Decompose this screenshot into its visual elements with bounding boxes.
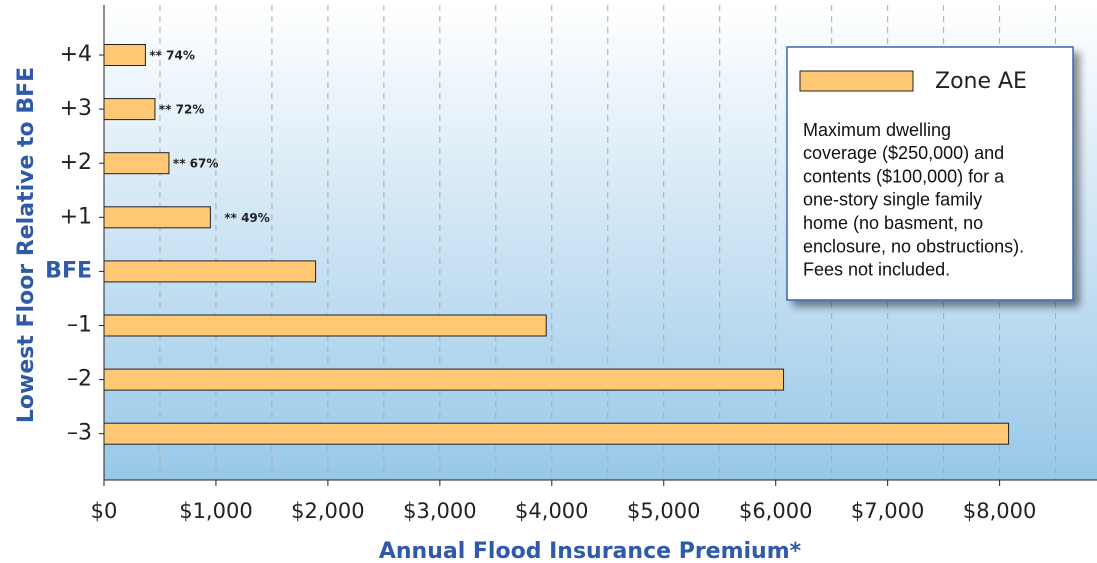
legend-label: Zone AE bbox=[935, 69, 1027, 94]
x-tick-label: $2,000 bbox=[291, 499, 364, 523]
bar bbox=[103, 152, 170, 175]
bar bbox=[103, 98, 156, 121]
y-axis-label: Lowest Floor Relative to BFE bbox=[14, 67, 39, 423]
legend-swatch bbox=[799, 70, 914, 92]
y-tick-label: +2 bbox=[60, 150, 92, 175]
legend-note-line: home (no basment, no bbox=[803, 213, 983, 233]
legend-note-line: contents ($100,000) for a bbox=[803, 166, 1005, 186]
y-tick-label: –1 bbox=[67, 313, 92, 338]
y-tick-label: +4 bbox=[60, 42, 92, 67]
bar-note: ** 74% bbox=[149, 49, 194, 63]
y-tick-label: +3 bbox=[60, 96, 92, 121]
bar bbox=[103, 44, 146, 66]
bar-note: ** 67% bbox=[173, 157, 218, 171]
x-tick-label: $0 bbox=[91, 499, 118, 523]
legend-note-line: one-story single family bbox=[803, 190, 982, 210]
x-axis-label: Annual Flood Insurance Premium* bbox=[379, 539, 802, 563]
bar bbox=[103, 422, 1010, 445]
x-tick-label: $4,000 bbox=[515, 499, 588, 523]
bar bbox=[103, 260, 317, 283]
bar-note: ** 72% bbox=[159, 103, 204, 117]
bar bbox=[103, 314, 547, 337]
y-tick-label: BFE bbox=[45, 258, 92, 283]
bar-note: ** 49% bbox=[224, 211, 269, 225]
legend-note-line: enclosure, no obstructions). bbox=[803, 236, 1024, 256]
legend-note-line: Fees not included. bbox=[803, 260, 950, 280]
x-tick-label: $5,000 bbox=[627, 499, 700, 523]
x-tick-label: $8,000 bbox=[963, 499, 1036, 523]
bar bbox=[103, 206, 211, 229]
x-tick-label: $6,000 bbox=[739, 499, 812, 523]
bar bbox=[103, 368, 785, 391]
y-tick-label: +1 bbox=[60, 204, 92, 229]
x-tick-label: $1,000 bbox=[179, 499, 252, 523]
legend-note-line: Maximum dwelling bbox=[803, 120, 951, 140]
legend-note-line: coverage ($250,000) and bbox=[803, 143, 1004, 163]
y-tick-label: –2 bbox=[67, 367, 92, 392]
x-tick-label: $3,000 bbox=[403, 499, 476, 523]
x-tick-label: $7,000 bbox=[851, 499, 924, 523]
y-tick-label: –3 bbox=[67, 421, 92, 446]
legend: Zone AE Maximum dwelling coverage ($250,00… bbox=[786, 46, 1074, 301]
